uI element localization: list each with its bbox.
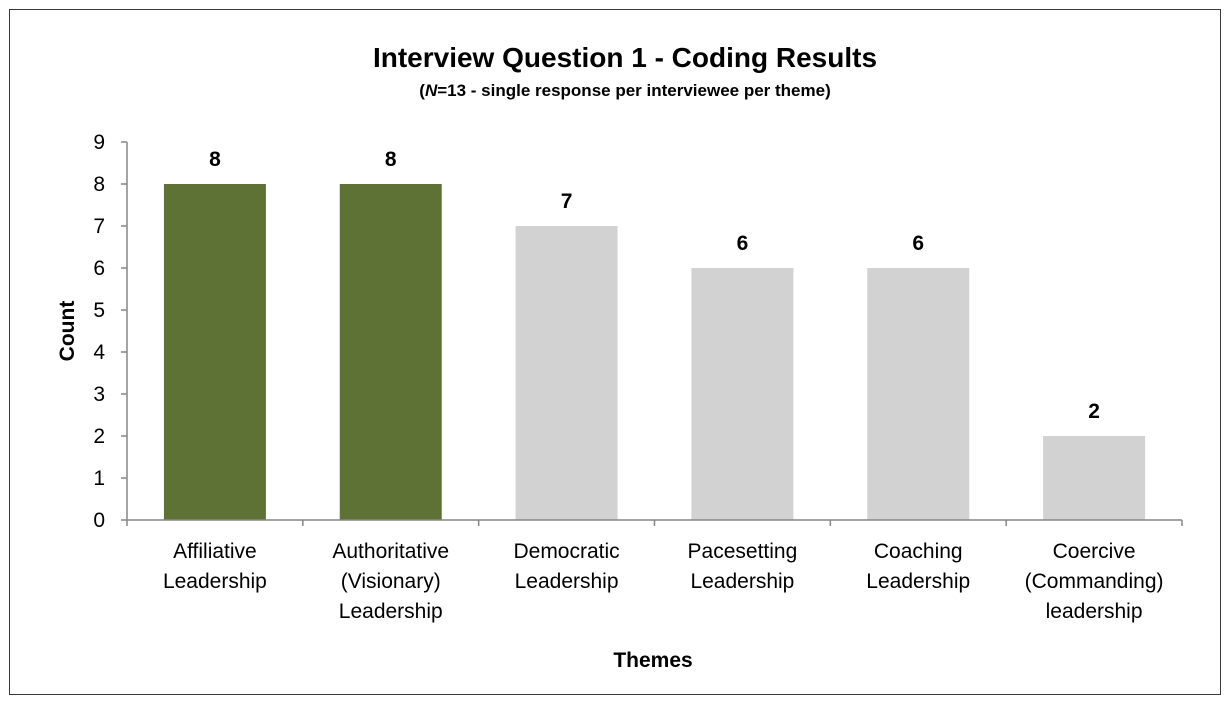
- bar-3: [691, 268, 794, 520]
- x-tick-label-4: Coaching Leadership: [866, 540, 970, 593]
- bar-4: [867, 268, 970, 520]
- subtitle-italic: N: [425, 81, 438, 100]
- y-tick-label-3: 3: [93, 383, 105, 406]
- chart-subtitle: (N=13 - single response per interviewee …: [419, 81, 830, 100]
- data-label-0: 8: [209, 148, 221, 171]
- y-tick-label-6: 6: [93, 257, 105, 280]
- x-tick-label-3: Pacesetting Leadership: [688, 540, 798, 593]
- y-tick-label-5: 5: [93, 299, 105, 322]
- y-tick-label-0: 0: [93, 509, 105, 532]
- x-tick-label-2: Democratic Leadership: [513, 540, 619, 593]
- x-axis-title: Themes: [613, 649, 692, 672]
- subtitle-open: (: [419, 81, 425, 100]
- data-label-5: 2: [1088, 400, 1100, 423]
- data-label-1: 8: [385, 148, 397, 171]
- x-tick-label-0: Affiliative Leadership: [163, 540, 267, 593]
- y-tick-label-7: 7: [93, 215, 105, 238]
- plot-area: 8 8 7 6 6 2 0 1 2 3 4 5 6 7 8 9 Affiliative Leadership Aut…: [93, 131, 1183, 623]
- y-axis-title: Count: [56, 301, 79, 362]
- y-tick-label-2: 2: [93, 425, 105, 448]
- bar-5: [1043, 436, 1146, 520]
- x-tick-label-5: Coercive (Commanding) leadership: [1025, 540, 1164, 623]
- y-tick-label-9: 9: [93, 131, 105, 154]
- x-tick-label-1: Authoritative (Visionary) Leadership: [332, 540, 449, 623]
- y-tick-label-8: 8: [93, 173, 105, 196]
- bar-0: [163, 184, 266, 520]
- bar-1: [339, 184, 442, 520]
- y-tick-label-4: 4: [93, 341, 105, 364]
- y-tick-label-1: 1: [93, 467, 105, 490]
- data-label-4: 6: [912, 232, 924, 255]
- data-label-3: 6: [737, 232, 749, 255]
- subtitle-rest: =13 - single response per interviewee pe…: [437, 81, 831, 100]
- data-label-2: 7: [561, 190, 573, 213]
- bar-2: [515, 226, 618, 520]
- chart-title: Interview Question 1 - Coding Results: [373, 42, 877, 73]
